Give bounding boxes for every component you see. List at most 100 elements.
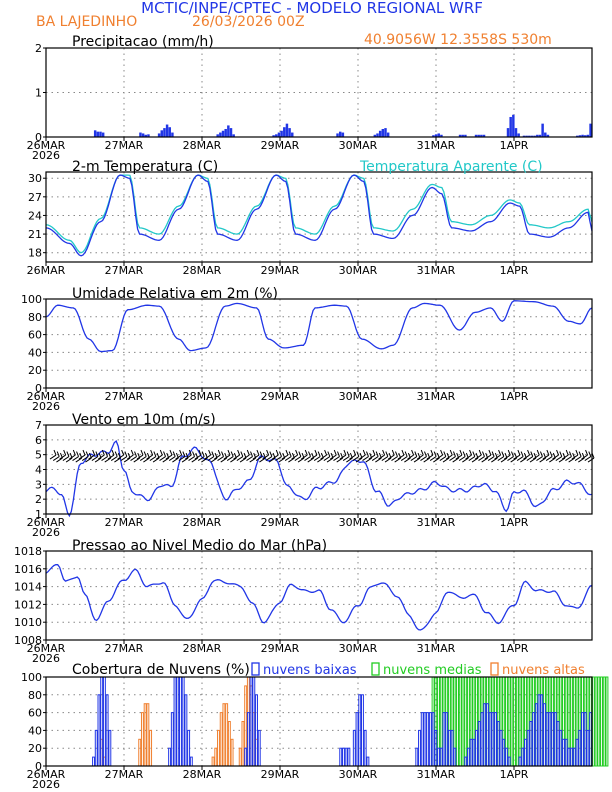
wind-barb: [449, 449, 453, 456]
wind-barb: [230, 451, 234, 457]
wind-barb: [208, 449, 212, 456]
wind-barb: [491, 457, 498, 463]
wind-barb: [578, 451, 582, 457]
precip-bar: [227, 125, 230, 137]
wind-barb: [279, 451, 282, 457]
wind-barb: [501, 451, 505, 457]
wind-barb: [246, 456, 253, 462]
wind-barb: [278, 457, 286, 463]
x-tick-label: 26MAR: [27, 264, 66, 277]
x-tick-label: 31MAR: [417, 139, 456, 152]
precip-bar: [221, 130, 225, 137]
precip-bar: [517, 133, 520, 137]
precip-bar: [506, 128, 510, 137]
x-tick-label: 26MAR: [27, 139, 66, 152]
wind-barb: [343, 449, 347, 456]
wind-barb: [346, 457, 353, 463]
wind-barb: [523, 454, 530, 460]
wind-barb: [320, 454, 327, 460]
y-tick-label: 80: [28, 689, 42, 702]
precip-bar: [440, 134, 443, 137]
y-tick-label: 27: [28, 191, 42, 204]
precip-bar: [144, 134, 148, 137]
wind-barb: [375, 451, 379, 457]
precip-bar: [546, 134, 550, 137]
wind-barb: [150, 449, 154, 456]
y-tick-label: 1012: [14, 598, 42, 611]
y-tick-label: 4: [35, 464, 42, 477]
wind-barb: [76, 451, 80, 457]
coords-label: 40.9056W 12.3558S 530m: [364, 32, 552, 48]
wind-barb: [246, 449, 250, 456]
x-tick-label: 26MAR: [27, 516, 66, 529]
wind-barb: [498, 449, 502, 456]
precip-panel: 0 1 2 26MAR 27MAR 28MAR 29MAR 30MAR 31MAR 1APR 202…: [27, 42, 593, 162]
wind-barb: [378, 454, 385, 460]
wind-barb: [472, 451, 476, 457]
main-title: MCTIC/INPE/CPTEC - MODELO REGIONAL WRF: [141, 0, 483, 17]
wind-barb: [275, 456, 282, 462]
wind-barb: [143, 451, 147, 457]
wind-barb: [346, 451, 350, 457]
precip-bar: [280, 130, 283, 137]
x-tick-label: 28MAR: [183, 768, 222, 781]
wind-barb: [358, 454, 366, 460]
wind-barb: [352, 456, 360, 462]
x-tick-label: 28MAR: [183, 390, 222, 403]
wind-barb: [304, 449, 308, 456]
wind-barb: [497, 456, 505, 462]
precip-bar: [160, 130, 163, 137]
x-tick-label: 31MAR: [417, 264, 456, 277]
panel-frame: [45, 171, 593, 263]
precip-bar: [99, 131, 102, 137]
y-tick-label: 7: [35, 419, 42, 432]
precip-bar: [165, 124, 169, 137]
wind-barb: [362, 449, 366, 456]
wind-barb: [114, 451, 118, 457]
wind-barb: [101, 456, 108, 462]
precip-bar: [536, 134, 539, 137]
precip-bar: [171, 132, 174, 137]
x-tick-label: 29MAR: [261, 768, 300, 781]
wind-barb: [159, 456, 166, 462]
precip-bar: [509, 116, 512, 137]
precip-bar: [434, 134, 438, 137]
precip-bar: [474, 134, 478, 137]
precip-bar: [480, 134, 483, 137]
wind-barb: [117, 454, 124, 460]
wind-barb: [221, 451, 224, 457]
wind-barb: [336, 457, 343, 463]
wind-barb: [313, 456, 321, 462]
wind-barb: [179, 449, 183, 456]
wind-barb: [333, 449, 337, 456]
precip-bar: [373, 134, 377, 137]
wind-barb: [462, 451, 466, 457]
precip-bar: [285, 123, 289, 137]
wind-barb: [530, 451, 534, 457]
wind-barb: [507, 456, 514, 462]
wind-barb: [513, 454, 521, 460]
x-tick-label: 26MAR: [27, 768, 66, 781]
panel-frame: [45, 424, 593, 515]
x-tick-label: 26MAR: [27, 390, 66, 403]
x-tick-label: 28MAR: [183, 139, 222, 152]
wind-barb: [549, 457, 556, 463]
wind-barb: [539, 451, 543, 457]
wind-barb: [517, 449, 521, 456]
x-tick-label: 29MAR: [261, 264, 300, 277]
cloud-bar-mid: [600, 676, 603, 767]
cloud-bar-mid: [594, 676, 598, 767]
x-tick-label: 1APR: [500, 516, 529, 529]
precip-bar: [586, 134, 590, 137]
wind-barb: [259, 451, 263, 457]
precip-bar: [147, 134, 150, 137]
y-tick-label: 1: [35, 87, 42, 100]
cloud-panel: 0 20 40 60 80 100 26MAR 27MAR 28MAR 29MAR 30MAR 31M…: [21, 671, 609, 791]
legend-swatch-low: [251, 662, 260, 676]
wind-barb: [88, 454, 95, 460]
x-tick-label: 29MAR: [261, 390, 300, 403]
wind-barb: [91, 456, 99, 462]
pressure-panel: 1008 1010 1012 1014 1016 1018 26MAR 27MAR 28MAR 2…: [14, 545, 593, 665]
precip-bar: [584, 135, 587, 137]
x-tick-label: 29MAR: [261, 139, 300, 152]
